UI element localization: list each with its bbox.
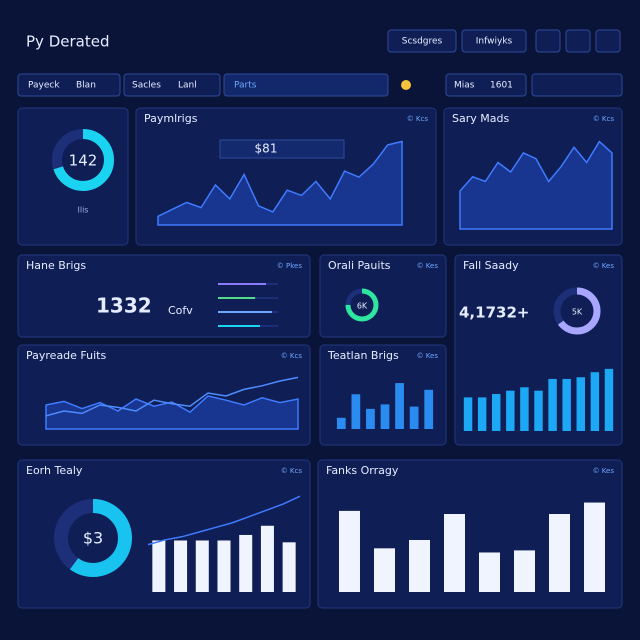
stat-value: 1332 — [96, 294, 152, 318]
bar — [351, 394, 361, 429]
panel-badge: © Kes — [417, 262, 439, 270]
panel-badge: © Kcs — [281, 467, 303, 475]
bar — [339, 510, 360, 592]
panel — [317, 459, 623, 609]
bar — [492, 394, 501, 431]
panel-title: Hane Brigs — [26, 259, 86, 272]
icon-button[interactable] — [535, 29, 561, 53]
dropdown[interactable] — [17, 73, 121, 97]
toolbar-icons[interactable] — [531, 73, 623, 97]
bar — [395, 383, 404, 429]
bar — [409, 540, 430, 592]
bar — [374, 548, 395, 592]
panel — [17, 107, 129, 246]
bar — [590, 372, 600, 431]
dropdown[interactable] — [123, 73, 221, 97]
donut-center: 6K — [357, 302, 368, 311]
line — [147, 495, 301, 546]
caption: Ilis — [78, 206, 89, 215]
bar — [239, 534, 253, 592]
panel-badge: © Kes — [593, 467, 615, 475]
bar — [520, 387, 529, 431]
panel-badge: © Kes — [593, 262, 615, 270]
bar — [548, 378, 557, 431]
star-icon[interactable] — [401, 80, 411, 90]
bar — [217, 540, 231, 592]
bar — [534, 390, 543, 431]
icon-button[interactable] — [565, 29, 591, 53]
panel — [17, 254, 311, 338]
donut-arc — [553, 287, 601, 335]
panel-title: Paymlrigs — [144, 112, 198, 125]
donut-center: 5K — [572, 308, 583, 317]
bar — [282, 542, 296, 592]
panel-badge: © Kes — [417, 352, 439, 360]
dropdown-label[interactable]: Payeck — [28, 81, 60, 91]
bar — [195, 540, 209, 592]
donut-arc — [52, 129, 114, 191]
dropdown-label[interactable]: Lanl — [178, 81, 197, 91]
bar — [549, 514, 570, 592]
button-label[interactable]: Infwiyks — [476, 37, 513, 47]
app-title: Py Derated — [26, 33, 109, 51]
button-label[interactable]: Scsdgres — [402, 37, 443, 47]
area — [459, 140, 613, 230]
bar — [562, 378, 571, 431]
search-field[interactable] — [223, 73, 389, 97]
button[interactable] — [461, 29, 527, 53]
area — [45, 395, 299, 430]
bar — [463, 397, 473, 431]
panel-title: Teatlan Brigs — [327, 349, 399, 362]
line — [45, 376, 299, 417]
panel-badge: © Pkes — [277, 262, 303, 270]
bar — [152, 540, 166, 592]
panel-title: Payreade Fuits — [26, 349, 106, 362]
bar — [409, 406, 419, 429]
bar — [424, 389, 434, 429]
bar — [174, 540, 188, 592]
progress-bar — [218, 283, 266, 285]
stat-caption: Cofv — [168, 304, 193, 317]
panel-badge: © Kcs — [281, 352, 303, 360]
icon-button[interactable] — [595, 29, 621, 53]
bar — [604, 368, 614, 431]
bar — [514, 550, 535, 592]
button[interactable] — [387, 29, 457, 53]
progress-bar — [218, 325, 260, 327]
dropdown-label[interactable]: Sacles — [132, 81, 161, 91]
dropdown[interactable] — [445, 73, 527, 97]
bar — [506, 390, 515, 431]
donut-center: 142 — [69, 152, 98, 170]
note-box — [219, 139, 345, 159]
bar — [380, 404, 390, 429]
panel-title: Fall Saady — [463, 259, 519, 272]
panel-badge: © Kcs — [407, 115, 429, 123]
progress-bar — [218, 297, 256, 299]
bar — [576, 377, 585, 431]
donut-arc — [345, 288, 379, 322]
dropdown-label[interactable]: 1601 — [490, 81, 513, 91]
stat-value: 4,1732+ — [459, 304, 529, 322]
panel-title: Fanks Orragy — [326, 464, 399, 477]
dropdown-label[interactable]: Blan — [76, 81, 96, 91]
search-label[interactable]: Parts — [234, 81, 257, 91]
panel-title: Sary Mads — [452, 112, 509, 125]
bar — [477, 397, 487, 431]
panel-title: Orali Pauits — [328, 259, 391, 272]
note: $81 — [255, 142, 278, 156]
donut-arc — [54, 499, 132, 577]
bar — [366, 408, 375, 429]
area — [157, 140, 403, 226]
bar — [479, 552, 500, 592]
panel-badge: © Kcs — [593, 115, 615, 123]
bar — [336, 417, 346, 429]
dropdown-label[interactable]: Mias — [454, 81, 475, 91]
bar — [260, 525, 274, 592]
progress-bar — [218, 311, 272, 313]
panel-title: Eorh Tealy — [26, 464, 83, 477]
bar — [584, 502, 605, 592]
donut-center: $3 — [83, 529, 103, 548]
bar — [444, 514, 465, 592]
